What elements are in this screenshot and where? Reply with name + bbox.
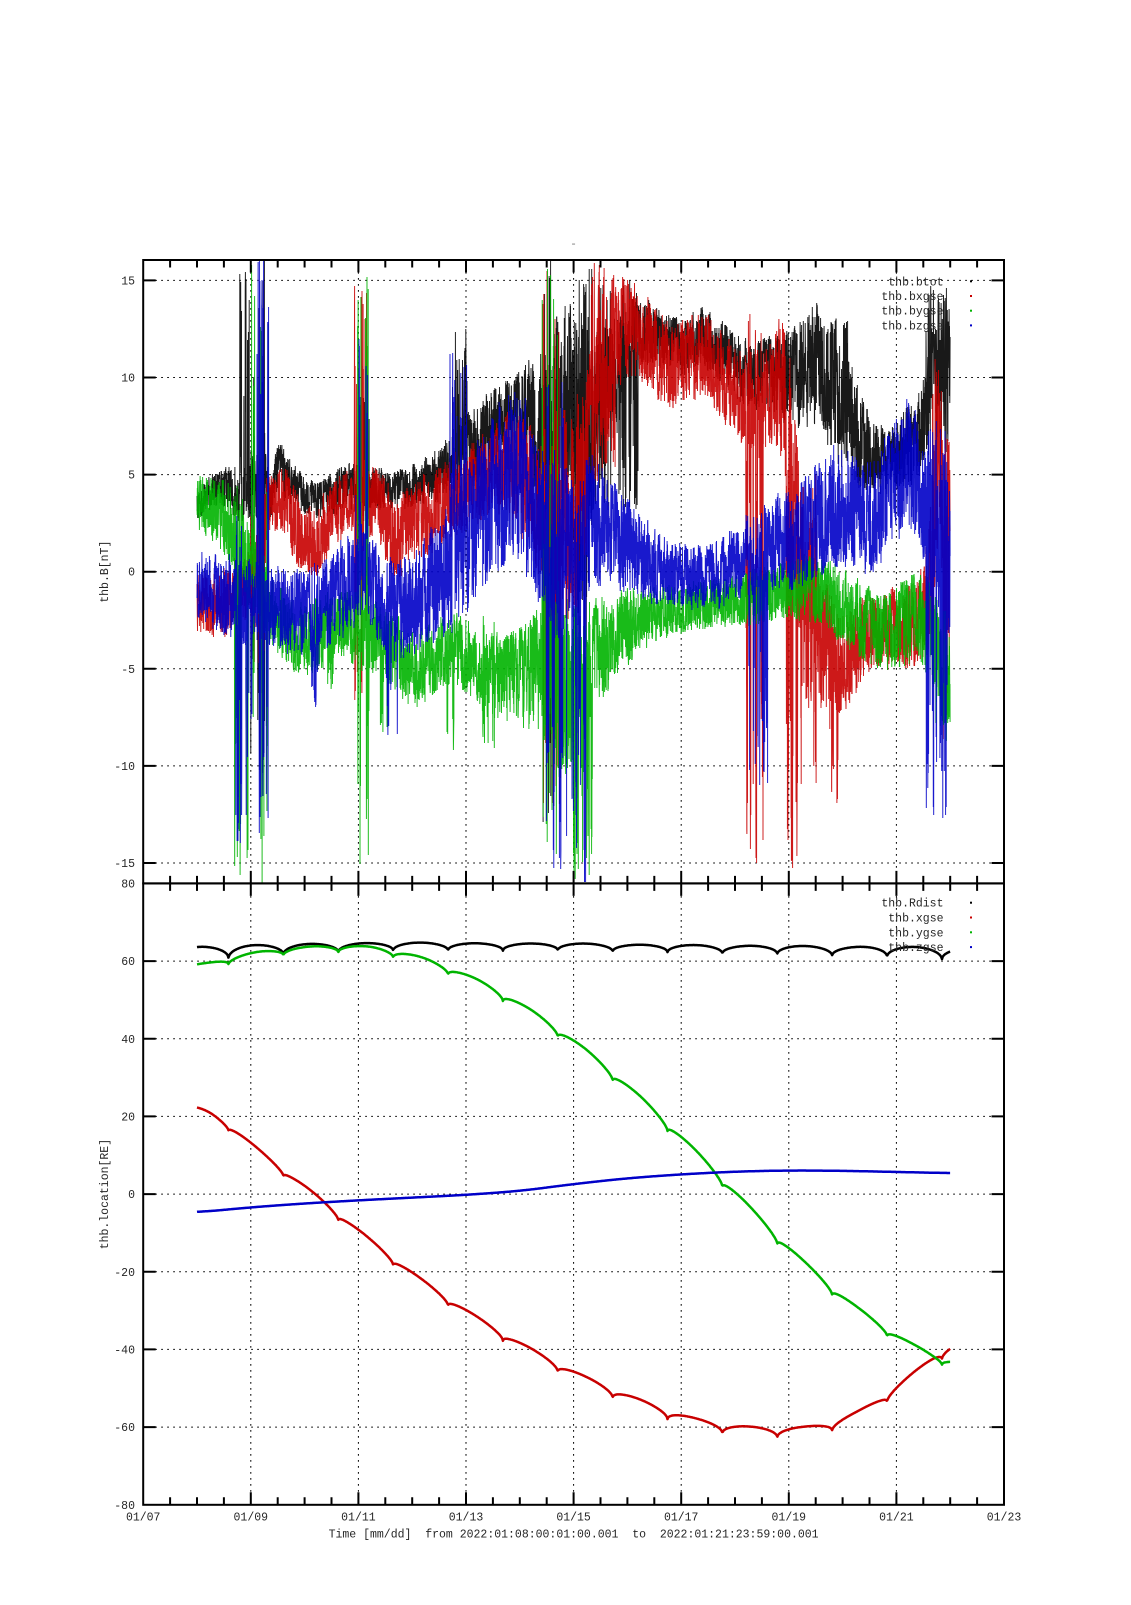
svg-text:0: 0 bbox=[128, 567, 135, 580]
svg-text:40: 40 bbox=[121, 1034, 135, 1047]
svg-text:01/23: 01/23 bbox=[987, 1512, 1022, 1525]
svg-text:thb.bygse: thb.bygse bbox=[881, 306, 943, 319]
svg-text:-40: -40 bbox=[114, 1344, 135, 1357]
svg-text:0: 0 bbox=[128, 1189, 135, 1202]
svg-text:-60: -60 bbox=[114, 1422, 135, 1435]
svg-text:01/11: 01/11 bbox=[341, 1512, 376, 1525]
svg-text:5: 5 bbox=[128, 470, 135, 483]
svg-text:15: 15 bbox=[121, 275, 135, 288]
svg-text:thb.bzgse: thb.bzgse bbox=[881, 320, 943, 333]
svg-text:10: 10 bbox=[121, 373, 135, 386]
svg-text:thb.btot: thb.btot bbox=[888, 276, 943, 289]
svg-text:-80: -80 bbox=[114, 1500, 135, 1513]
svg-text:thb.location[RE]: thb.location[RE] bbox=[99, 1139, 112, 1249]
svg-text:01/15: 01/15 bbox=[556, 1512, 591, 1525]
svg-text:60: 60 bbox=[121, 956, 135, 969]
svg-text:80: 80 bbox=[121, 878, 135, 891]
svg-text:01/09: 01/09 bbox=[234, 1512, 269, 1525]
svg-text:-5: -5 bbox=[121, 664, 135, 677]
svg-text:-20: -20 bbox=[114, 1267, 135, 1280]
svg-text:thb.xgse: thb.xgse bbox=[888, 913, 943, 926]
svg-text:thb.B[nT]: thb.B[nT] bbox=[99, 541, 112, 603]
svg-text:thb.bxgse: thb.bxgse bbox=[881, 291, 943, 304]
svg-text:01/21: 01/21 bbox=[879, 1512, 914, 1525]
svg-text:-10: -10 bbox=[114, 761, 135, 774]
svg-text:-: - bbox=[570, 239, 577, 251]
svg-text:Time [mm/dd] from 2022:01:08:: Time [mm/dd] from 2022:01:08:00:01:00.00… bbox=[329, 1529, 819, 1542]
svg-text:20: 20 bbox=[121, 1111, 135, 1124]
svg-text:thb.Rdist: thb.Rdist bbox=[881, 898, 943, 911]
svg-text:01/19: 01/19 bbox=[772, 1512, 807, 1525]
svg-text:thb.zgse: thb.zgse bbox=[888, 942, 943, 955]
svg-text:01/17: 01/17 bbox=[664, 1512, 699, 1525]
svg-text:01/07: 01/07 bbox=[126, 1512, 161, 1525]
svg-text:thb.ygse: thb.ygse bbox=[888, 927, 943, 940]
svg-text:01/13: 01/13 bbox=[449, 1512, 484, 1525]
svg-text:-15: -15 bbox=[114, 858, 135, 871]
